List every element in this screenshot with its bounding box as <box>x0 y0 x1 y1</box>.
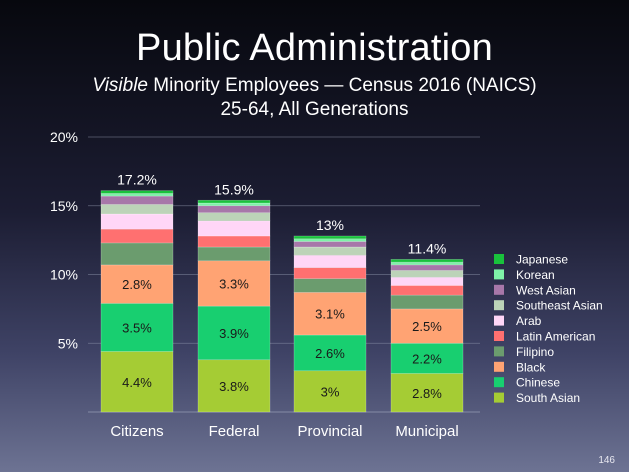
slide-number: 146 <box>598 455 615 466</box>
y-tick-label: 20% <box>50 129 78 145</box>
segment-value-label: 2.8% <box>412 386 442 401</box>
bar-segment-west-asian <box>100 195 174 205</box>
legend-swatch <box>494 392 504 403</box>
subtitle-rest: Minority Employees — Census 2016 (NAICS) <box>148 75 537 96</box>
bar-segment-south-asian <box>390 373 464 413</box>
segment-value-label: 3% <box>321 384 340 399</box>
bar-segment-japanese <box>197 199 271 204</box>
x-category-label: Federal <box>209 423 260 440</box>
bar-segment-filipino <box>197 246 271 262</box>
bar-segment-black <box>100 264 174 304</box>
x-category-label: Provincial <box>297 423 362 440</box>
segment-value-label: 3.3% <box>219 276 249 291</box>
segment-value-label: 2.2% <box>412 351 442 366</box>
segment-value-label: 4.4% <box>122 375 152 390</box>
bar-segment-arab <box>100 213 174 230</box>
segment-value-label: 2.5% <box>412 319 442 334</box>
bar-segment-latin-american <box>100 228 174 244</box>
legend-swatch <box>494 300 504 311</box>
segment-value-label: 2.8% <box>122 277 152 292</box>
legend-label: Chinese <box>516 376 560 390</box>
legend-label: Japanese <box>516 253 568 267</box>
bar-segment-chinese <box>100 303 174 352</box>
slide-subtitle: Visible Minority Employees — Census 2016… <box>0 74 629 122</box>
legend-label: Black <box>516 360 546 374</box>
legend-swatch <box>494 284 504 295</box>
bar-total-label: 15.9% <box>214 181 254 197</box>
legend-label: Southeast Asian <box>516 299 603 313</box>
bar-segment-southeast-asian <box>100 204 174 215</box>
legend-swatch <box>494 269 504 280</box>
legend-label: Filipino <box>516 345 554 359</box>
bar-segment-korean <box>390 261 464 266</box>
bar-total-label: 13% <box>316 217 344 233</box>
bar-segment-west-asian <box>197 205 271 213</box>
bar-segment-black <box>390 308 464 344</box>
bar-total-label: 17.2% <box>117 172 157 188</box>
bar-segment-southeast-asian <box>293 246 367 256</box>
segment-value-label: 2.6% <box>315 346 345 361</box>
bar-segment-arab <box>197 220 271 237</box>
legend-swatch <box>494 346 504 357</box>
legend-label: West Asian <box>516 283 576 297</box>
y-tick-label: 15% <box>50 198 78 214</box>
legend-swatch <box>494 377 504 388</box>
y-tick-label: 5% <box>58 335 78 351</box>
y-tick-label: 10% <box>50 267 78 283</box>
bar-segment-filipino <box>390 294 464 310</box>
bar-segment-filipino <box>293 278 367 293</box>
x-category-label: Municipal <box>395 423 458 440</box>
bar-segment-latin-american <box>390 285 464 296</box>
segment-value-label: 3.9% <box>219 326 249 341</box>
bar-segment-filipino <box>100 242 174 266</box>
subtitle-line-2: 25-64, All Generations <box>220 99 409 120</box>
bar-segment-japanese <box>390 259 464 263</box>
bar-segment-west-asian <box>293 241 367 248</box>
bar-total-label: 11.4% <box>408 240 447 256</box>
bar-segment-southeast-asian <box>197 212 271 222</box>
segment-value-label: 3.5% <box>122 320 152 335</box>
bar-segment-arab <box>390 276 464 286</box>
bars <box>100 190 464 413</box>
bar-segment-latin-american <box>197 235 271 248</box>
axis: 20% 15% 10% 5% Citizens Federal Provincial Muni… <box>50 129 459 440</box>
bar-segment-southeast-asian <box>390 270 464 278</box>
legend-label: Arab <box>516 314 542 328</box>
bar-segment-arab <box>293 254 367 268</box>
legend-label: Latin American <box>516 330 595 344</box>
bar-segment-west-asian <box>390 264 464 271</box>
legend-swatch <box>494 315 504 326</box>
legend-swatch <box>494 331 504 341</box>
legend-label: Korean <box>516 268 555 282</box>
legend-label: South Asian <box>516 391 580 405</box>
legend-swatch <box>494 361 504 372</box>
bar-segment-japanese <box>293 235 367 240</box>
bar-segment-korean <box>293 238 367 242</box>
bar-segment-latin-american <box>293 267 367 279</box>
bar-segment-japanese <box>100 190 174 194</box>
bar-segment-south-asian <box>197 359 271 413</box>
data-labels: 4.4% 3.5% 2.8% 17.2% 3.8% 3.9% 3.3% 15.9% 3% 2.6%… <box>117 172 446 401</box>
bar-segment-south-asian <box>100 351 174 413</box>
slide-title: Public Administration <box>136 27 493 69</box>
segment-value-label: 3.1% <box>315 307 345 322</box>
segment-value-label: 3.8% <box>219 379 249 394</box>
bar-segment-black <box>293 292 367 336</box>
bar-segment-korean <box>100 193 174 197</box>
bar-segment-korean <box>197 202 271 207</box>
x-category-label: Citizens <box>110 423 163 440</box>
bar-segment-chinese <box>197 305 271 361</box>
subtitle-italic: Visible <box>92 75 149 96</box>
subtitle-line-1: Visible Minority Employees — Census 2016… <box>0 74 629 98</box>
bar-segment-chinese <box>293 334 367 372</box>
bar-segment-black <box>197 260 271 307</box>
bar-segment-south-asian <box>293 370 367 413</box>
legend-swatch <box>494 254 504 264</box>
